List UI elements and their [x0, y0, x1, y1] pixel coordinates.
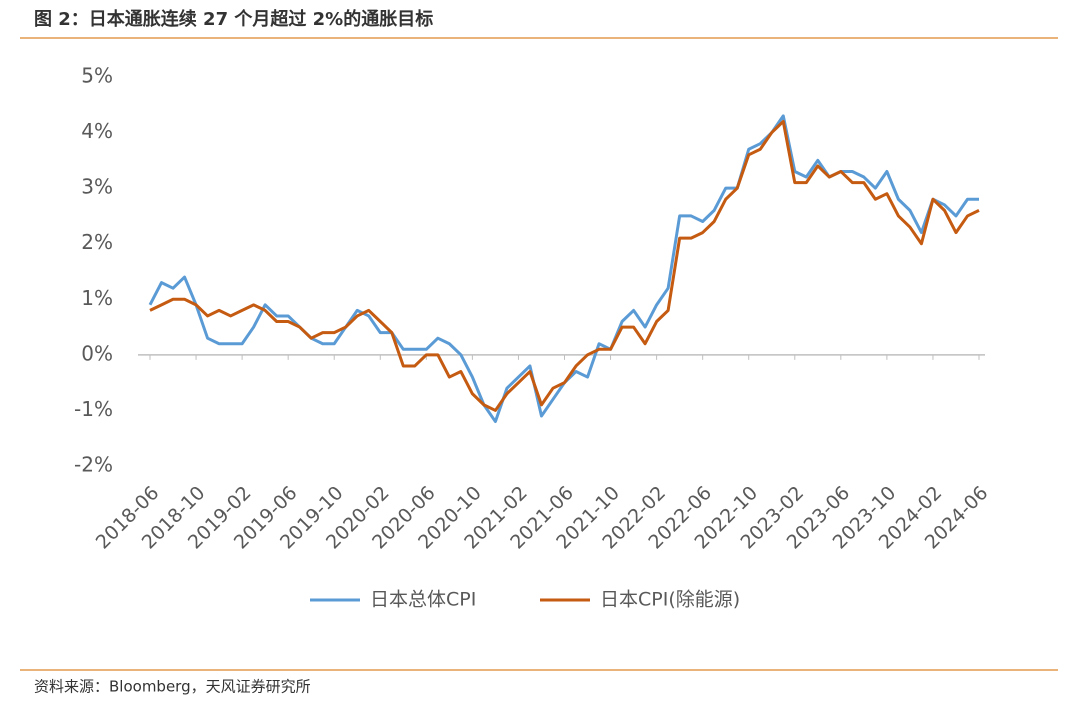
- series-line: [149, 119, 980, 412]
- y-tick-label: -2%: [74, 453, 113, 477]
- source: 资料来源：Bloomberg，天风证券研究所: [34, 678, 311, 696]
- legend-label: 日本CPI(除能源): [600, 589, 740, 611]
- y-tick-label: 2%: [81, 230, 113, 254]
- y-tick-label: 3%: [81, 175, 113, 199]
- series-line: [148, 114, 979, 424]
- y-tick-label: 0%: [81, 341, 113, 365]
- y-tick-label: -1%: [74, 397, 113, 421]
- chart-title: 图 2：日本通胀连续 27 个月超过 2%的通胀目标: [34, 8, 433, 30]
- legend-label: 日本总体CPI: [370, 589, 476, 611]
- y-tick-label: 4%: [81, 119, 113, 143]
- y-tick-label: 5%: [81, 64, 113, 88]
- y-tick-label: 1%: [81, 286, 113, 310]
